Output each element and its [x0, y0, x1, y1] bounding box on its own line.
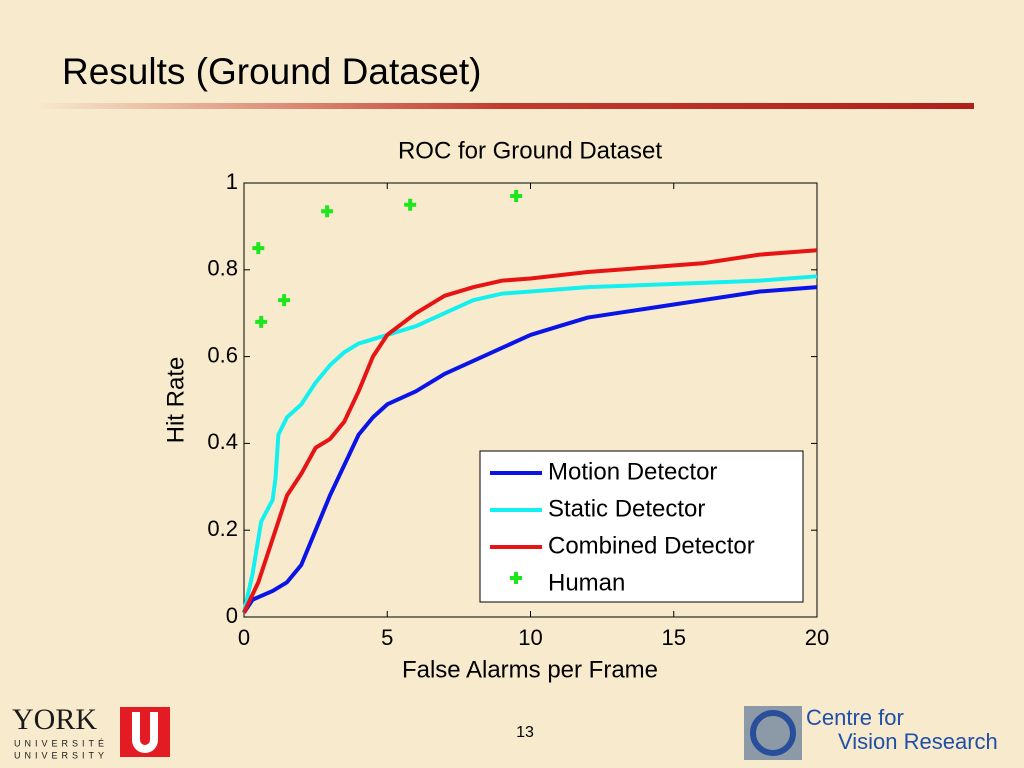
y-axis-label: Hit Rate	[162, 357, 189, 444]
logo-text: Vision Research	[838, 729, 998, 754]
cvr-logo: Centre for Vision Research	[744, 705, 998, 760]
y-tick-label: 0.2	[207, 516, 238, 541]
legend-label: Combined Detector	[548, 532, 755, 559]
title-rule	[34, 103, 974, 109]
x-axis-label: False Alarms per Frame	[402, 656, 658, 683]
slide-title: Results (Ground Dataset)	[62, 51, 482, 92]
y-tick-label: 1	[226, 169, 238, 194]
data-point	[255, 315, 268, 328]
data-line	[242, 285, 818, 614]
legend-marker	[510, 572, 522, 584]
logo-u	[132, 712, 158, 753]
logo-text: YORK	[12, 703, 97, 736]
legend-label: Motion Detector	[548, 458, 717, 485]
data-point	[404, 198, 417, 211]
chart-title: ROC for Ground Dataset	[398, 137, 662, 164]
data-point	[510, 190, 523, 203]
page-number: 13	[516, 724, 534, 741]
y-tick-label: 0.8	[207, 256, 238, 281]
x-tick-label: 0	[238, 625, 250, 650]
data-point	[278, 294, 291, 307]
logo-q	[750, 710, 796, 756]
x-tick-label: 20	[805, 625, 829, 650]
data-point	[252, 242, 265, 255]
logo-text: UNIVERSITY	[14, 750, 108, 760]
x-tick-label: 15	[662, 625, 686, 650]
x-tick-label: 10	[518, 625, 542, 650]
y-tick-label: 0.6	[207, 342, 238, 367]
x-tick-label: 5	[381, 625, 393, 650]
logo-text: UNIVERSITÉ	[14, 738, 108, 748]
y-tick-label: 0.4	[207, 429, 238, 454]
legend-label: Static Detector	[548, 495, 705, 522]
y-tick-label: 0	[226, 603, 238, 628]
data-line	[242, 274, 818, 614]
data-point	[321, 205, 334, 218]
data-line	[242, 248, 818, 614]
legend-box	[479, 450, 804, 603]
york-logo: YORK UNIVERSITÉ UNIVERSITY	[12, 703, 170, 760]
logo-text: Centre for	[806, 705, 904, 730]
legend-label: Human	[548, 569, 625, 596]
